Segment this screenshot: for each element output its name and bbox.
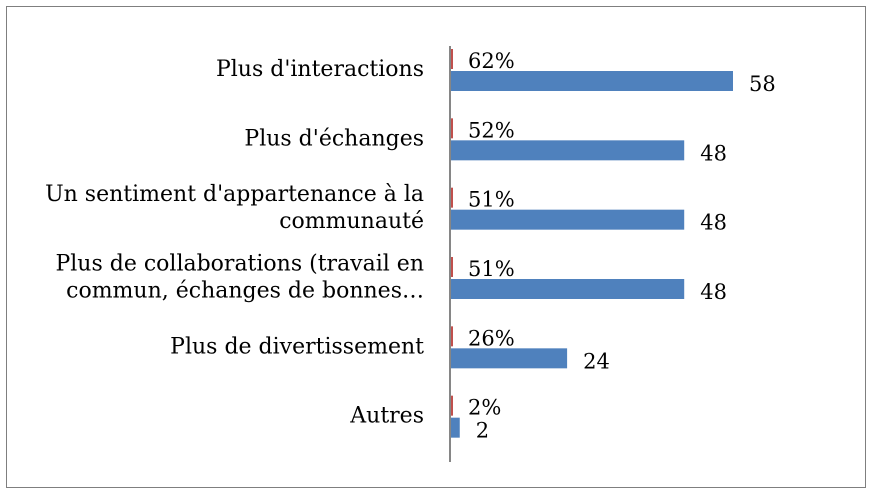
- bars-layer: [450, 49, 733, 438]
- data-label-percent-0: 62%: [468, 49, 515, 73]
- data-label-value-1: 48: [700, 141, 727, 165]
- category-label-2-1: communauté: [279, 209, 424, 234]
- bar-value-3: [450, 279, 685, 299]
- data-label-percent-5: 2%: [468, 396, 501, 420]
- category-label-2-0: Un sentiment d'appartenance à la: [45, 182, 424, 207]
- data-label-percent-3: 51%: [468, 257, 515, 281]
- bar-percent-5: [450, 395, 453, 416]
- bar-value-4: [450, 348, 568, 369]
- labels-layer: 62% 58 Plus d'interactions 52% 48 Plus d'écha…: [45, 49, 776, 443]
- data-label-percent-4: 26%: [468, 326, 515, 350]
- data-label-percent-1: 52%: [468, 118, 515, 142]
- data-label-value-2: 48: [700, 211, 727, 235]
- bar-value-5: [450, 417, 460, 438]
- data-label-percent-2: 51%: [468, 188, 515, 212]
- bar-value-0: [450, 71, 733, 91]
- bar-value-1: [450, 140, 685, 161]
- bar-value-2: [450, 209, 685, 230]
- category-label-3-0: Plus de collaborations (travail en: [55, 252, 424, 277]
- category-label-0-0: Plus d'interactions: [216, 57, 424, 82]
- bar-percent-3: [450, 257, 453, 277]
- data-label-value-0: 58: [749, 72, 776, 96]
- category-label-5-0: Autres: [349, 404, 424, 429]
- bar-percent-2: [450, 187, 453, 208]
- data-label-value-5: 2: [476, 419, 489, 443]
- category-label-4-0: Plus de divertissement: [170, 334, 424, 359]
- bar-percent-1: [450, 118, 453, 139]
- bar-percent-0: [450, 49, 453, 69]
- category-label-1-0: Plus d'échanges: [244, 126, 424, 151]
- data-label-value-4: 24: [583, 349, 610, 373]
- bar-percent-4: [450, 326, 453, 347]
- category-label-3-1: commun, échanges de bonnes…: [66, 279, 424, 304]
- data-label-value-3: 48: [700, 280, 727, 304]
